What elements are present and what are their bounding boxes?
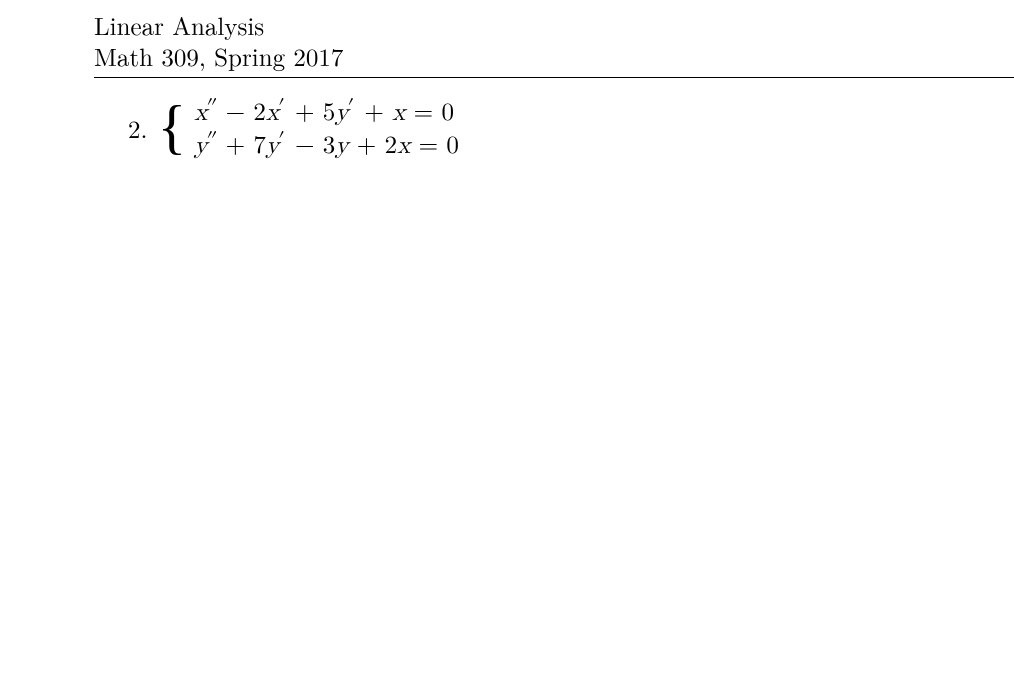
- course-info: Math 309, Spring 2017: [94, 41, 1014, 76]
- eq1-eq: =: [405, 100, 441, 125]
- problem-block: 2. { x″ − 2x′ + 5y′ + x = 0 y″ + 7y′ − 3…: [128, 96, 1014, 162]
- equation-2: y″ + 7y′ − 3y + 2x = 0: [194, 129, 459, 162]
- eq2-var-y3: y: [335, 133, 348, 158]
- eq1-op2: +: [287, 100, 323, 125]
- eq1-sprime1: ′: [278, 98, 285, 119]
- eq1-op3: +: [356, 100, 392, 125]
- equation-1: x″ − 2x′ + 5y′ + x = 0: [194, 96, 459, 129]
- eq2-dprime: ″: [206, 131, 215, 152]
- eq2-var-x: x: [397, 133, 410, 158]
- eq1-var-y: y: [335, 100, 348, 125]
- equation-system: x″ − 2x′ + 5y′ + x = 0 y″ + 7y′ − 3y + 2…: [194, 96, 459, 162]
- eq2-op3: +: [349, 133, 385, 158]
- eq2-op1: +: [217, 133, 253, 158]
- eq1-rhs: 0: [441, 100, 454, 125]
- header-rule: [94, 77, 1014, 78]
- system-brace: {: [157, 100, 186, 154]
- eq2-sprime: ′: [278, 131, 285, 152]
- eq2-eq: =: [410, 133, 446, 158]
- document-header: Linear Analysis Math 309, Spring 2017: [0, 0, 1014, 77]
- eq1-coef2: 5: [323, 100, 336, 125]
- eq2-rhs: 0: [446, 133, 459, 158]
- eq1-dprime: ″: [206, 98, 215, 119]
- eq2-coef3: 2: [385, 133, 398, 158]
- eq2-coef1: 7: [253, 133, 266, 158]
- course-title: Linear Analysis: [94, 10, 1014, 41]
- eq2-coef2: 3: [323, 133, 336, 158]
- eq2-op2: −: [287, 133, 323, 158]
- eq1-var-x3: x: [392, 100, 405, 125]
- eq1-op1: −: [217, 100, 253, 125]
- eq1-coef1: 2: [253, 100, 266, 125]
- eq1-sprime2: ′: [348, 98, 355, 119]
- problem-number: 2.: [128, 111, 147, 146]
